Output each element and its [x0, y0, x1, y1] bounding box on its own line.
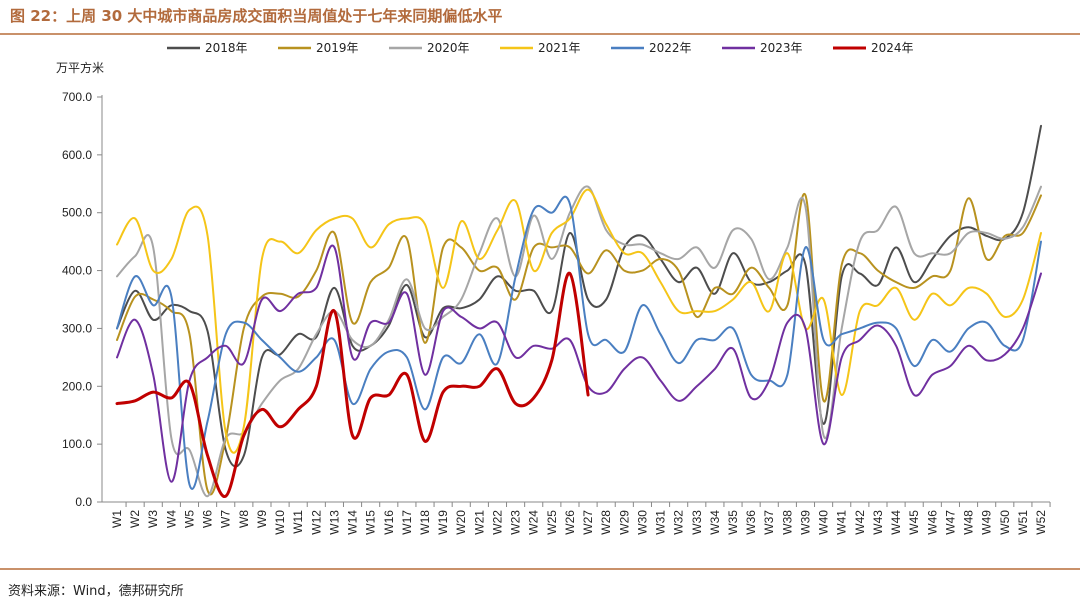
x-tick-label: W33 [690, 510, 704, 535]
x-tick-label: W44 [889, 510, 903, 535]
legend-label-2018: 2018年 [205, 41, 248, 55]
x-tick-label: W40 [817, 510, 831, 535]
legend-label-2023: 2023年 [760, 41, 803, 55]
legend-label-2020: 2020年 [427, 41, 470, 55]
top-divider [0, 33, 1080, 35]
x-tick-label: W24 [527, 510, 541, 535]
x-tick-label: W9 [255, 510, 269, 528]
x-tick-label: W46 [925, 510, 939, 535]
legend-label-2019: 2019年 [316, 41, 359, 55]
legend-label-2021: 2021年 [538, 41, 581, 55]
x-tick-label: W14 [346, 510, 360, 535]
x-tick-label: W3 [146, 510, 160, 528]
x-tick-label: W23 [509, 510, 523, 535]
series-line-2022 [116, 195, 1042, 490]
x-tick-label: W22 [490, 510, 504, 535]
y-axis: 0.0 100.0 200.0 300.0 400.0 500.0 600.0 700.0 [62, 90, 103, 509]
x-tick-label: W11 [291, 510, 305, 534]
bottom-divider [0, 568, 1080, 570]
x-tick-label: W41 [835, 510, 849, 535]
figure-title: 图 22：上周 30 大中城市商品房成交面积当周值处于七年来同期偏低水平 [10, 7, 503, 25]
x-tick-label: W7 [219, 510, 233, 528]
x-tick-label: W39 [798, 510, 812, 535]
x-tick-label: W48 [962, 510, 976, 535]
source-note: 资料来源：Wind，德邦研究所 [8, 584, 184, 599]
x-tick-label: W34 [708, 510, 722, 535]
x-tick-label: W32 [672, 510, 686, 535]
x-tick-label: W42 [853, 510, 867, 535]
x-tick-label: W13 [327, 510, 341, 535]
y-tick-label: 300.0 [62, 321, 92, 335]
series-lines [115, 124, 1042, 498]
x-tick-label: W28 [599, 510, 613, 535]
x-tick-label: W2 [128, 510, 142, 528]
x-tick-label: W20 [454, 510, 468, 535]
series-line-2019 [116, 192, 1042, 496]
series-line-2020 [116, 185, 1042, 498]
x-tick-label: W19 [436, 510, 450, 535]
legend-label-2024: 2024年 [871, 41, 914, 55]
x-tick-label: W50 [998, 510, 1012, 535]
x-tick-label: W10 [273, 510, 287, 535]
x-tick-label: W45 [907, 510, 921, 535]
x-tick-label: W15 [364, 510, 378, 535]
y-tick-label: 700.0 [62, 90, 92, 104]
y-tick-label: 500.0 [62, 206, 92, 220]
x-tick-label: W16 [382, 510, 396, 535]
legend-label-2022: 2022年 [649, 41, 692, 55]
x-tick-label: W35 [726, 510, 740, 535]
x-tick-label: W6 [201, 510, 215, 528]
x-tick-label: W49 [980, 510, 994, 535]
x-tick-label: W43 [871, 510, 885, 535]
x-tick-label: W36 [744, 510, 758, 535]
x-tick-label: W30 [635, 510, 649, 535]
y-tick-label: 0.0 [75, 495, 92, 509]
x-tick-label: W1 [110, 510, 124, 528]
x-tick-label: W37 [762, 510, 776, 535]
series-line-2024 [115, 271, 590, 498]
x-tick-label: W52 [1034, 510, 1048, 535]
x-tick-label: W18 [418, 510, 432, 535]
x-tick-label: W38 [780, 510, 794, 535]
series-line-2021 [116, 188, 1042, 454]
x-tick-label: W47 [943, 510, 957, 535]
x-tick-label: W27 [581, 510, 595, 535]
x-tick-label: W26 [563, 510, 577, 535]
x-tick-label: W31 [654, 510, 668, 535]
y-tick-label: 200.0 [62, 379, 92, 393]
x-tick-label: W12 [309, 510, 323, 535]
x-tick-label: W17 [400, 510, 414, 535]
x-tick-label: W21 [472, 510, 486, 535]
x-tick-label: W8 [237, 510, 251, 528]
x-tick-label: W5 [182, 510, 196, 528]
y-axis-label: 万平方米 [56, 60, 104, 75]
x-tick-label: W25 [545, 510, 559, 535]
chart-legend: 2018年 2019年 2020年 2021年 2022年 2023年 2024年 [167, 41, 914, 55]
x-axis: W1 W2 W3 W4 W5 W6 W7 W8 W9 W10 W11 W12 W13 W14 W15 W16 W… [102, 501, 1051, 535]
y-tick-label: 400.0 [62, 264, 92, 278]
y-tick-label: 100.0 [62, 437, 92, 451]
x-tick-label: W4 [164, 510, 178, 528]
y-tick-label: 600.0 [62, 148, 92, 162]
x-tick-label: W29 [617, 510, 631, 535]
series-line-2023 [116, 244, 1042, 483]
x-tick-label: W51 [1016, 510, 1030, 535]
